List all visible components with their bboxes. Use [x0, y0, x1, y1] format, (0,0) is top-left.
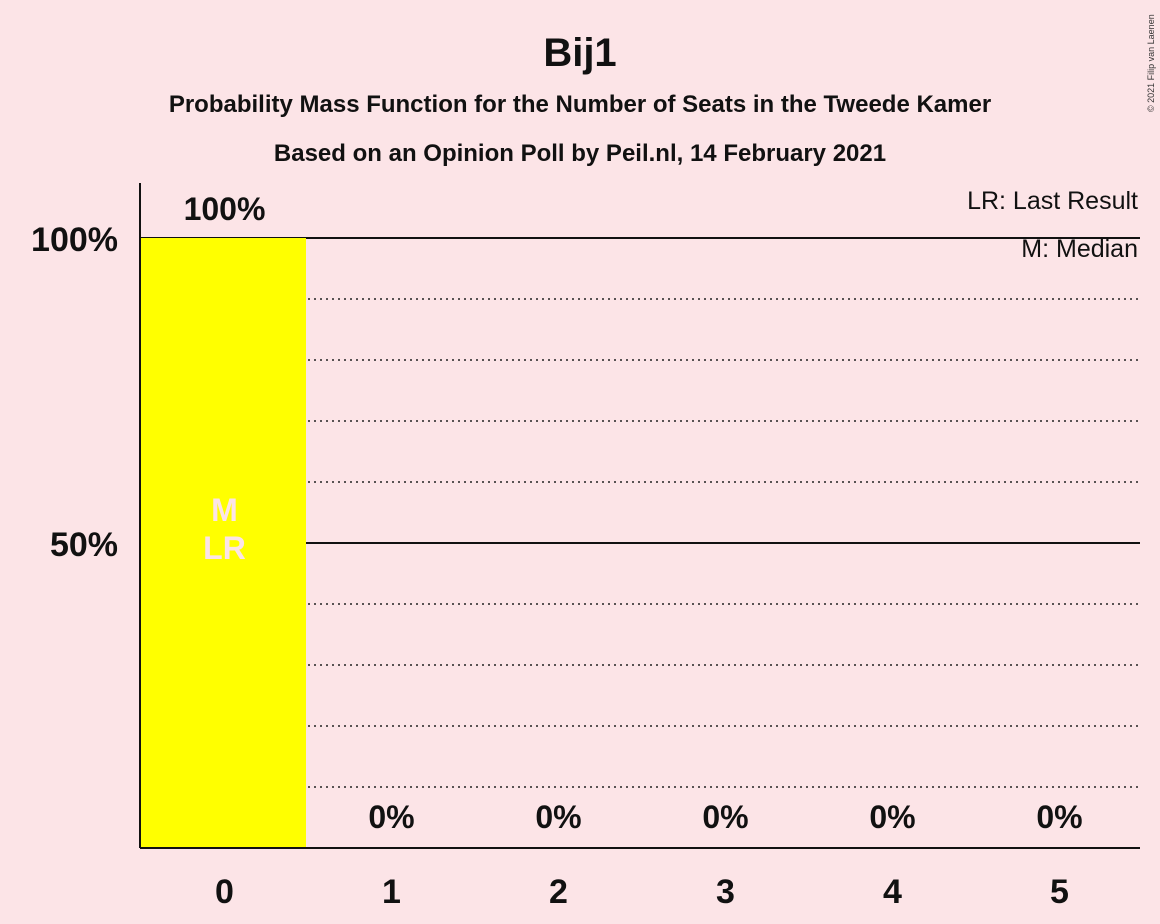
chart-source: Based on an Opinion Poll by Peil.nl, 14 … — [274, 140, 886, 167]
gridlines — [140, 237, 1140, 788]
last-result-marker: LR — [203, 530, 246, 566]
x-tick-label: 3 — [716, 873, 735, 911]
x-tick-label: 0 — [215, 873, 234, 911]
legend-median: M: Median — [1021, 235, 1138, 263]
chart-subtitle: Probability Mass Function for the Number… — [169, 91, 991, 118]
chart-title: Bij1 — [543, 31, 616, 75]
bar-value-label: 0% — [368, 799, 414, 835]
bar-value-label: 0% — [702, 799, 748, 835]
bar-labels: 100% 0% 0% 0% 0% 0% MLR — [184, 191, 1083, 835]
x-tick-label: 1 — [382, 873, 401, 911]
bar-value-label: 0% — [1036, 799, 1082, 835]
x-tick-label: 2 — [549, 873, 568, 911]
y-tick-label: 50% — [50, 526, 118, 564]
legend-last-result: LR: Last Result — [967, 187, 1138, 215]
bar — [141, 238, 306, 848]
x-tick-label: 4 — [883, 873, 902, 911]
copyright-credit: © 2021 Filip van Laenen — [1146, 14, 1156, 112]
bar-value-label: 0% — [535, 799, 581, 835]
y-tick-label: 100% — [31, 221, 118, 259]
x-tick-label: 5 — [1050, 873, 1069, 911]
bars — [141, 238, 306, 848]
bar-value-label: 0% — [869, 799, 915, 835]
median-marker: M — [211, 492, 238, 528]
bar-value-label: 100% — [184, 191, 266, 227]
axes: 50% 100% 0 1 2 3 4 5 — [31, 183, 1140, 911]
